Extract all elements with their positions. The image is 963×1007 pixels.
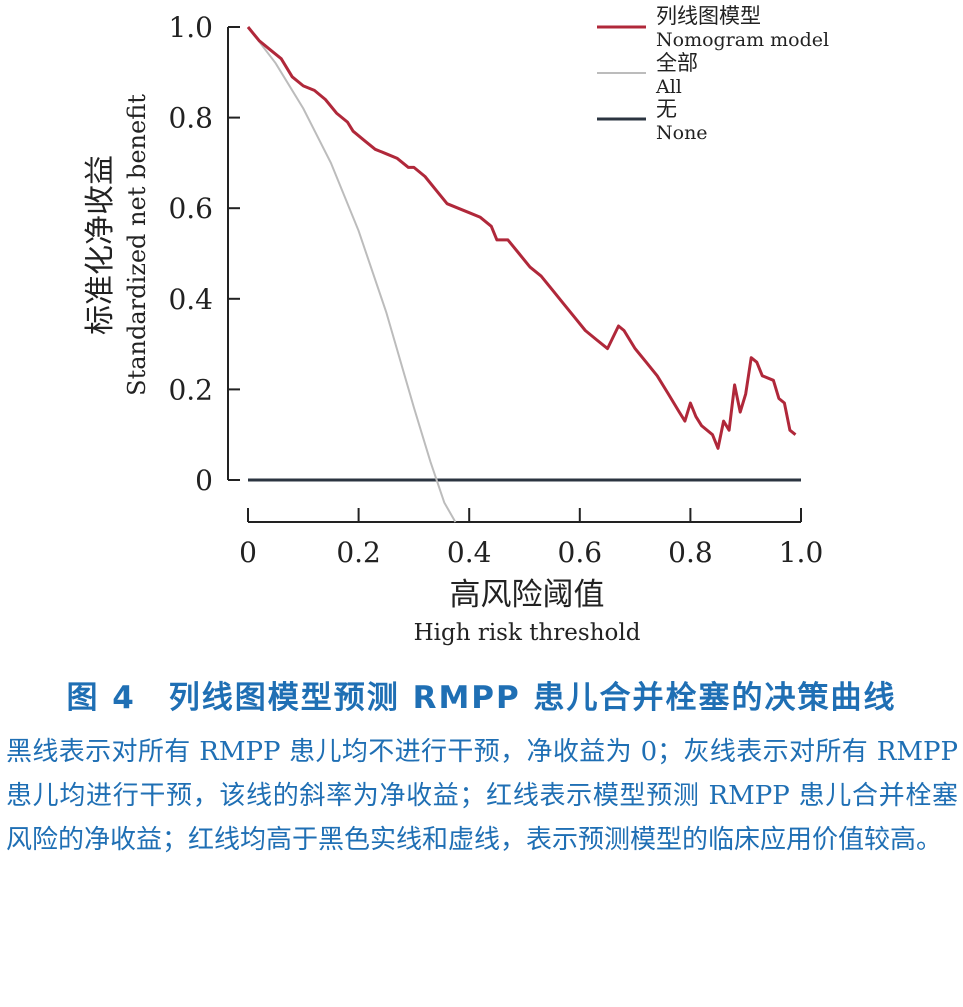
y-tick-label: 1.0 — [168, 11, 213, 44]
x-tick-label: 0.6 — [558, 536, 603, 569]
legend-label-all-zh: 全部 — [656, 51, 698, 75]
x-tick-label: 0.8 — [668, 536, 713, 569]
decision-curve-chart: 0 0.2 0.4 0.6 0.8 1.0 0 0.2 0.4 0.6 0.8 1.0 标准化净收益… — [83, 4, 829, 646]
y-tick-label: 0 — [195, 464, 213, 497]
y-tick-label: 0.4 — [168, 283, 213, 316]
x-axis-ticks: 0 0.2 0.4 0.6 0.8 1.0 — [239, 508, 823, 569]
x-tick-label: 1.0 — [779, 536, 824, 569]
y-axis-label-en: Standardized net benefit — [123, 94, 151, 396]
y-axis-ticks: 0 0.2 0.4 0.6 0.8 1.0 — [168, 11, 240, 497]
y-axis-label-zh: 标准化净收益 — [83, 155, 118, 335]
y-tick-label: 0.8 — [168, 102, 213, 135]
legend: 列线图模型 Nomogram model 全部 All 无 None — [597, 4, 829, 144]
x-axis-label-en: High risk threshold — [414, 620, 641, 646]
x-tick-label: 0.2 — [336, 536, 381, 569]
legend-label-nomogram-en: Nomogram model — [656, 29, 829, 51]
legend-label-none-zh: 无 — [656, 97, 677, 121]
legend-label-nomogram-zh: 列线图模型 — [656, 4, 761, 28]
series-nomogram-line — [246, 26, 797, 450]
legend-label-all-en: All — [655, 76, 682, 98]
legend-label-none-en: None — [656, 122, 708, 144]
y-tick-label: 0.2 — [168, 373, 213, 406]
figure-caption-body: 黑线表示对所有 RMPP 患儿均不进行干预，净收益为 0；灰线表示对所有 RMP… — [6, 737, 958, 855]
x-tick-label: 0.4 — [447, 536, 492, 569]
x-tick-label: 0 — [239, 536, 257, 569]
series-all-line — [247, 26, 457, 523]
y-tick-label: 0.6 — [168, 192, 213, 225]
figure-caption-title: 图 4 列线图模型预测 RMPP 患儿合并栓塞的决策曲线 — [66, 680, 897, 716]
x-axis-label-zh: 高风险阈值 — [450, 577, 605, 613]
